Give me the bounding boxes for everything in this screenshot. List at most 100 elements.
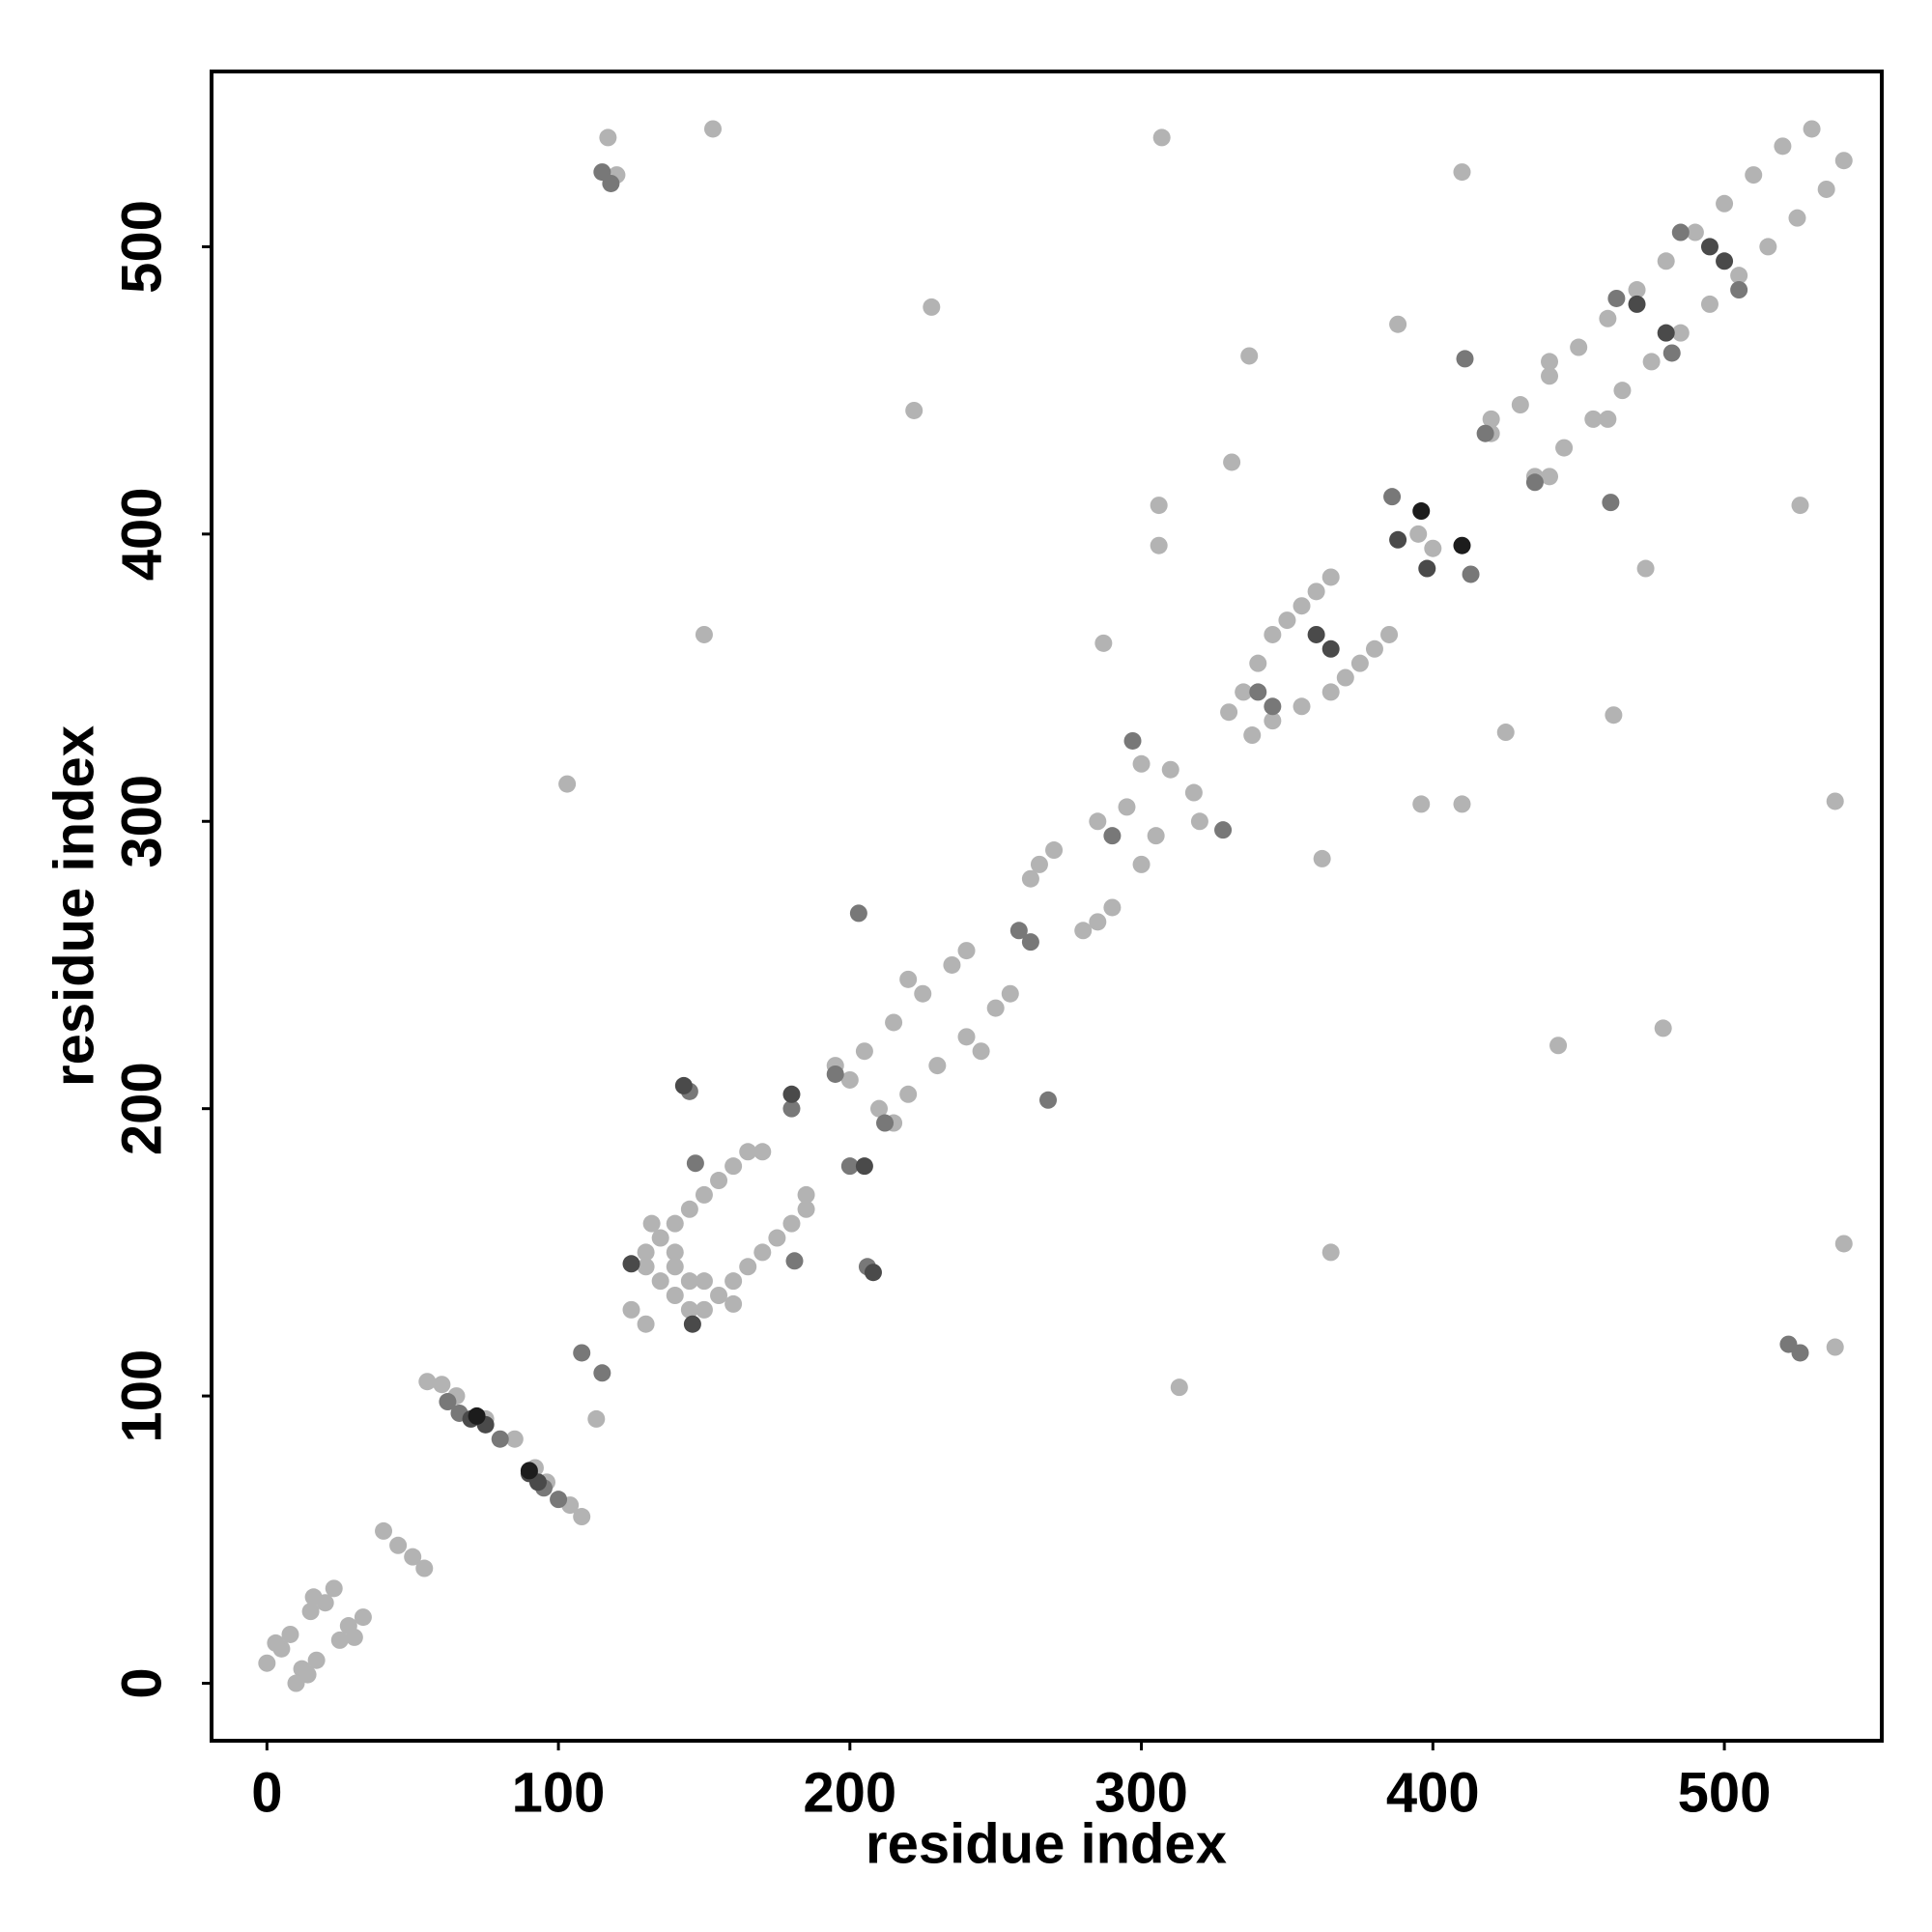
contact-point [1249,654,1267,672]
contact-point [1152,128,1171,147]
contact-point [1730,281,1748,299]
contact-point [1103,827,1122,845]
contact-point [1293,697,1311,716]
contact-point [666,1214,684,1233]
contact-point [899,1085,918,1103]
contact-point [1039,1091,1058,1109]
contact-point [550,1491,568,1509]
y-tick-label: 300 [110,775,173,868]
contact-point [651,1272,669,1291]
contact-point [680,1272,698,1291]
contact-point [1607,289,1626,307]
contact-point [599,128,617,147]
contact-point [307,1651,326,1669]
contact-point [593,163,611,182]
contact-point [354,1608,372,1627]
contact-point [1150,497,1168,515]
contact-point [505,1430,524,1448]
contact-point [1380,625,1399,643]
contact-point [782,1099,801,1118]
contact-point [1094,634,1113,652]
contact-point [345,1628,363,1646]
contact-point [1654,1019,1672,1037]
contact-point [1009,922,1028,940]
contact-point [1389,315,1407,333]
contact-point [782,1214,801,1233]
contact-point [1365,639,1383,658]
contact-point [869,1099,888,1118]
contact-point [1424,539,1442,557]
contact-point [1628,281,1646,299]
contact-point [739,1258,757,1276]
contact-point [957,1028,976,1046]
contact-point [1313,849,1331,867]
contact-point [1307,582,1325,601]
contact-point [1584,410,1603,428]
contact-point [433,1376,451,1394]
contact-point [1214,821,1233,839]
contact-point [1700,295,1719,313]
contact-point [739,1143,757,1161]
contact-point [1774,137,1792,156]
contact-point [666,1287,684,1305]
contact-point [724,1294,743,1313]
contact-point [1293,597,1311,615]
contact-point [785,1252,804,1270]
contact-point [753,1243,772,1262]
contact-point [1791,1344,1809,1362]
contact-point [1730,267,1748,285]
contact-point [1453,163,1471,182]
contact-point [1132,754,1151,773]
contact-point [1336,668,1354,687]
contact-point [1700,238,1719,256]
contact-point [1826,792,1844,810]
contact-point [1240,347,1259,365]
contact-point [885,1013,903,1032]
contact-point [468,1406,486,1425]
contact-point [1496,724,1515,742]
contact-point [1278,611,1296,630]
contact-point [928,1057,947,1075]
contact-point [1636,559,1655,578]
contact-point [1321,568,1340,586]
contact-point [1045,841,1064,860]
contact-point [1642,353,1661,371]
contact-point [1613,382,1632,400]
contact-point [1249,683,1267,701]
contact-point [622,1255,640,1273]
contact-point [1476,424,1494,442]
contact-point [695,1300,713,1319]
contact-point [710,1287,728,1305]
contact-point [1817,180,1835,198]
contact-point [1383,488,1402,506]
contact-point [1074,922,1093,940]
contact-point [753,1143,772,1161]
contact-point [704,120,723,138]
contact-point [1657,252,1675,270]
contact-point [674,1076,693,1094]
contact-point [1418,559,1436,578]
contact-point [1462,565,1480,583]
contact-point [415,1559,434,1577]
contact-point [389,1536,408,1554]
x-tick-label: 300 [1094,1761,1188,1824]
y-axis-label: residue index [43,725,105,1087]
contact-point [1389,530,1407,549]
contact-point [439,1393,457,1411]
contact-point [849,904,867,923]
contact-point [1307,625,1325,643]
contact-point [258,1654,276,1672]
contact-point [855,1042,873,1061]
contact-point [301,1603,320,1621]
contact-point [573,1508,591,1526]
contact-point [1264,712,1282,730]
contact-point [637,1243,655,1262]
contact-point [622,1300,640,1319]
contact-point [1834,152,1853,170]
contact-point [840,1070,859,1089]
x-tick-label: 0 [251,1761,282,1824]
contact-point [1412,795,1431,813]
contact-point [558,775,577,793]
contact-point [680,1200,698,1218]
